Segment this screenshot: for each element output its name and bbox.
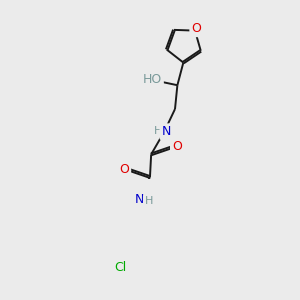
Text: N: N [135, 193, 145, 206]
Text: H: H [145, 196, 153, 206]
Text: HO: HO [143, 73, 162, 86]
Text: O: O [172, 140, 182, 153]
Text: H: H [154, 125, 163, 136]
Text: Cl: Cl [114, 261, 126, 274]
Text: O: O [119, 163, 129, 176]
Text: N: N [161, 125, 171, 138]
Text: O: O [191, 22, 201, 35]
